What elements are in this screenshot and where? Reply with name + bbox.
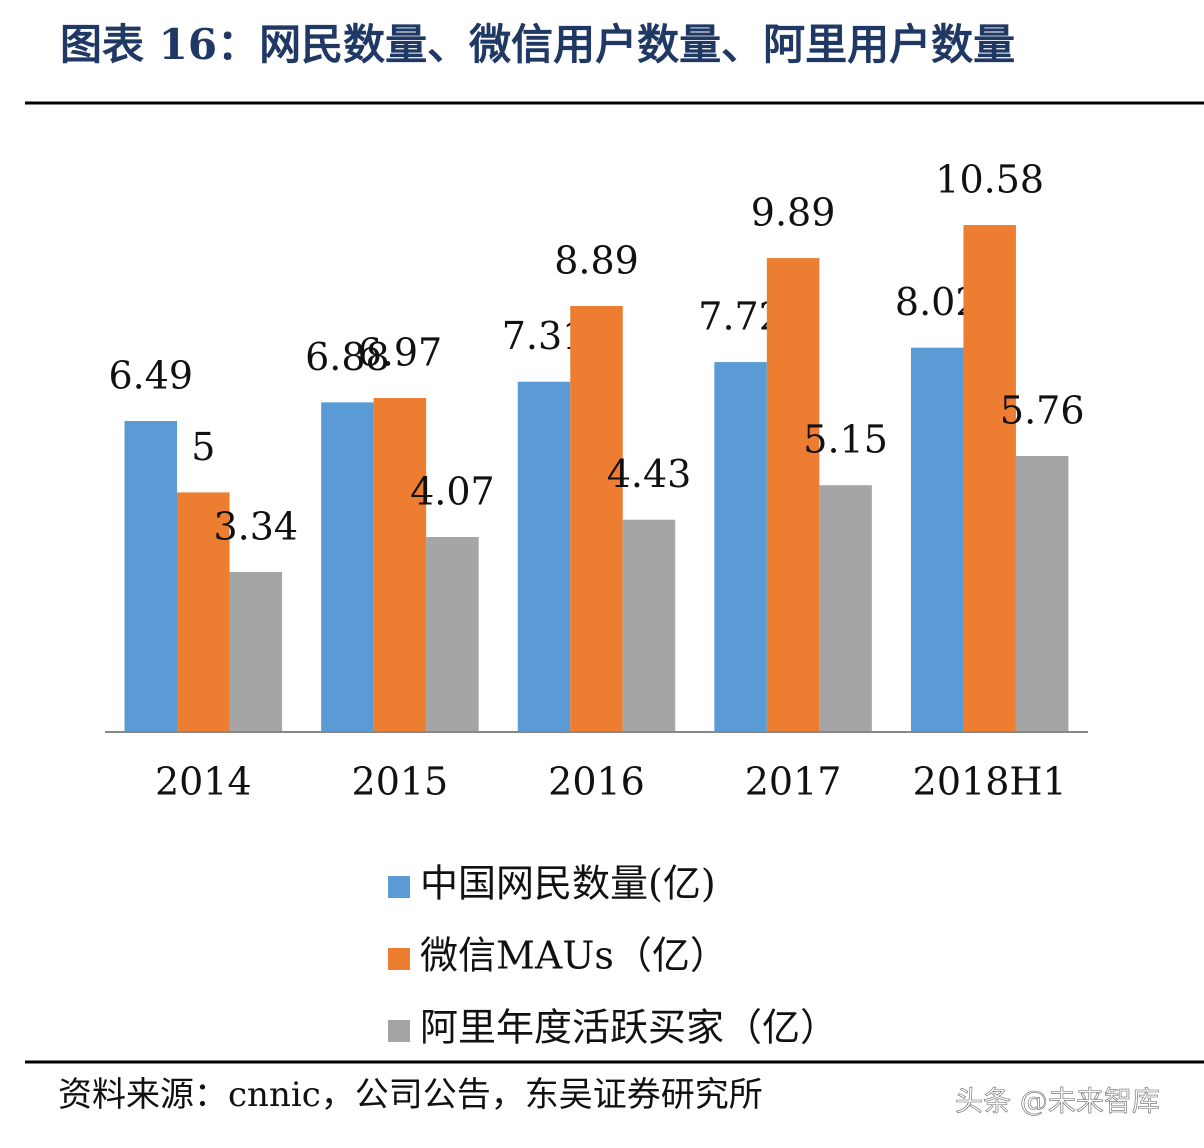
legend-swatch <box>388 876 410 898</box>
legend-swatch <box>388 1020 410 1042</box>
bar <box>910 347 964 732</box>
bar <box>570 306 623 732</box>
bar <box>373 398 427 732</box>
bar <box>517 381 571 732</box>
x-tick-label: 2016 <box>548 760 645 804</box>
data-label: 5.76 <box>1000 389 1085 433</box>
x-tick-label: 2015 <box>352 760 449 804</box>
legend-label: 中国网民数量(亿) <box>420 862 716 906</box>
source: 资料来源：cnnic，公司公告，东吴证券研究所 <box>58 1075 763 1115</box>
data-label: 5.15 <box>803 418 888 462</box>
legend-swatch <box>388 948 410 970</box>
legend-label: 微信MAUs（亿） <box>420 934 728 978</box>
data-label: 8.89 <box>554 239 639 283</box>
bar <box>229 571 283 732</box>
bar <box>1015 456 1069 732</box>
x-tick-label: 2018H1 <box>913 760 1067 804</box>
bar <box>963 225 1016 732</box>
bar <box>622 519 676 732</box>
watermark: 头条 @未来智库 <box>955 1085 1160 1118</box>
data-label: 3.34 <box>213 504 298 548</box>
data-label: 4.43 <box>607 452 692 496</box>
bar <box>426 536 479 732</box>
data-label: 4.07 <box>410 469 495 513</box>
bar <box>321 402 374 732</box>
bar <box>766 258 820 732</box>
data-label: 6.88 <box>305 335 390 379</box>
x-tick-label: 2014 <box>155 760 252 804</box>
data-label: 6.49 <box>108 354 193 398</box>
bar <box>177 492 230 732</box>
data-label: 9.89 <box>751 191 836 235</box>
x-tick-label: 2017 <box>745 760 842 804</box>
data-label: 5 <box>191 425 215 469</box>
data-label: 10.58 <box>935 158 1044 202</box>
legend-label: 阿里年度活跃买家（亿） <box>420 1006 838 1050</box>
bar <box>124 421 178 732</box>
bar <box>714 362 767 732</box>
chart-title: 图表 16：网民数量、微信用户数量、阿里用户数量 <box>60 20 1015 69</box>
data-label: 6.97 <box>358 331 443 375</box>
bar <box>819 485 872 732</box>
